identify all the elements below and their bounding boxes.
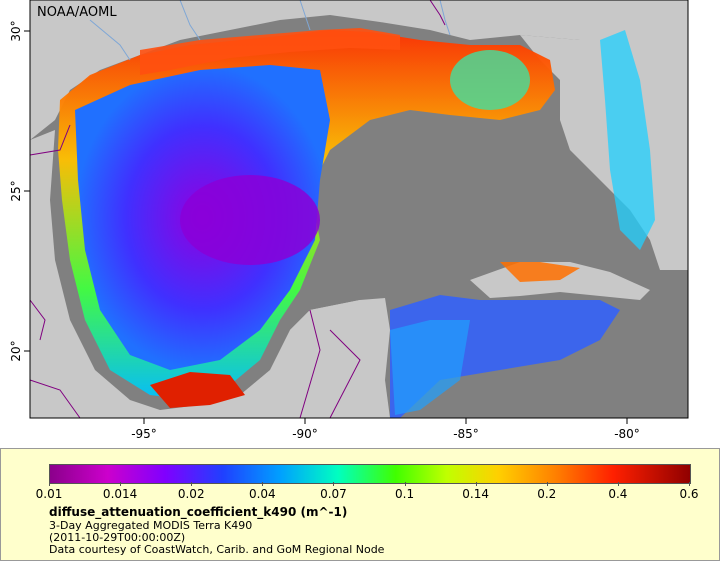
map-canvas: -95° -90° -85° -80° 30° 25° 20° bbox=[9, 0, 689, 441]
colorbar-tickmark bbox=[191, 482, 193, 486]
lon-tick-label: -95° bbox=[131, 427, 157, 441]
lat-tick-label: 25° bbox=[9, 180, 23, 201]
colorbar-tick-label: 0.07 bbox=[320, 487, 347, 501]
plot-border bbox=[29, 0, 689, 419]
map-panel: -95° -90° -85° -80° 30° 25° 20° NOAA/AOM… bbox=[9, 0, 689, 441]
colorbar-tickmark bbox=[689, 482, 690, 486]
eastern-gulf-data bbox=[450, 50, 530, 110]
latitude-axis: 30° 25° 20° bbox=[9, 20, 30, 362]
lat-tick-label: 30° bbox=[9, 20, 23, 41]
colorbar-tickmark bbox=[120, 482, 122, 486]
lat-tick-label: 20° bbox=[9, 340, 23, 361]
colorbar-tick-label: 0.014 bbox=[102, 487, 138, 501]
dataset-date: (2011-10-29T00:00:00Z) bbox=[49, 531, 186, 544]
colorbar bbox=[49, 464, 691, 484]
colorbar-tickmark bbox=[404, 482, 406, 486]
colorbar-tick-label: 0.2 bbox=[537, 487, 557, 501]
colorbar-tickmark bbox=[49, 482, 50, 486]
colorbar-tickmark bbox=[262, 482, 264, 486]
political-borders bbox=[29, 0, 446, 419]
colorbar-tick-label: 0.14 bbox=[462, 487, 490, 501]
colorbar-tickmark bbox=[333, 482, 335, 486]
dataset-subtitle: 3-Day Aggregated MODIS Terra K490 bbox=[49, 519, 253, 532]
legend-panel: 0.01 0.014 0.02 0.04 0.07 0.1 0.14 0.2 0.4 0.6 di… bbox=[0, 448, 720, 561]
caribbean-data-west bbox=[390, 320, 470, 415]
northern-coast-high-k490 bbox=[140, 28, 400, 75]
colorbar-tickmark bbox=[617, 482, 619, 486]
colorbar-tick-label: 0.4 bbox=[608, 487, 628, 501]
colorbar-tickmark bbox=[475, 482, 477, 486]
credit-label: NOAA/AOML bbox=[37, 5, 117, 20]
low-k490-patch bbox=[180, 175, 320, 265]
central-america-land bbox=[340, 380, 390, 418]
lon-tick-label: -85° bbox=[453, 427, 479, 441]
colorbar-tick-label: 0.01 bbox=[35, 487, 63, 501]
cuba-coast-data bbox=[500, 262, 580, 282]
lon-tick-label: -90° bbox=[292, 427, 318, 441]
courtesy-note: Data courtesy of CoastWatch, Carib. and … bbox=[49, 543, 385, 556]
variable-name: diffuse_attenuation_coefficient_k490 (m^… bbox=[49, 505, 348, 519]
colorbar-tick-label: 0.04 bbox=[248, 487, 276, 501]
bahamas-data bbox=[600, 30, 655, 250]
colorbar-tick-label: 0.1 bbox=[395, 487, 415, 501]
longitude-axis: -95° -90° -85° -80° bbox=[131, 418, 640, 441]
lon-tick-label: -80° bbox=[614, 427, 640, 441]
us-landmass bbox=[30, 0, 580, 140]
rivers bbox=[89, 0, 451, 61]
colorbar-tick-label: 0.6 bbox=[679, 487, 699, 501]
campeche-high-k490 bbox=[150, 372, 245, 408]
colorbar-tick-label: 0.02 bbox=[177, 487, 205, 501]
colorbar-tickmark bbox=[546, 482, 548, 486]
